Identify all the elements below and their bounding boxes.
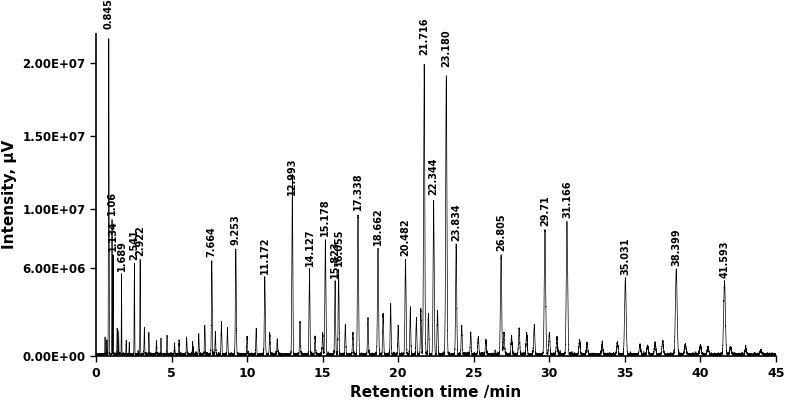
Text: 23.834: 23.834 [451,203,461,241]
Text: 1.689: 1.689 [117,240,126,271]
Text: 9.253: 9.253 [231,215,241,245]
Text: 2.922: 2.922 [135,225,145,256]
Text: 31.166: 31.166 [562,181,572,218]
Text: 11.172: 11.172 [260,236,270,274]
Text: 7.664: 7.664 [207,227,217,257]
Text: 17.338: 17.338 [353,173,363,210]
Text: 29.71: 29.71 [540,195,550,225]
Text: 26.805: 26.805 [496,214,506,251]
Y-axis label: Intensity, μV: Intensity, μV [2,140,17,249]
Text: 15.823: 15.823 [330,241,340,278]
Text: 16.055: 16.055 [334,229,344,266]
Text: 15.178: 15.178 [320,199,330,236]
X-axis label: Retention time /min: Retention time /min [350,385,522,400]
Text: 14.127: 14.127 [305,229,314,266]
Text: 38.399: 38.399 [671,229,682,266]
Text: 2.541: 2.541 [130,230,139,260]
Text: 23.180: 23.180 [442,29,451,67]
Text: 12.993: 12.993 [287,158,298,195]
Text: 1.134: 1.134 [108,220,118,251]
Text: 18.662: 18.662 [373,207,383,245]
Text: 0.845: 0.845 [104,0,114,29]
Text: 20.482: 20.482 [401,218,410,256]
Text: 35.031: 35.031 [620,238,630,275]
Text: 22.344: 22.344 [429,158,438,195]
Text: 21.716: 21.716 [419,17,429,55]
Text: 41.593: 41.593 [719,241,730,278]
Text: 1.06: 1.06 [107,191,117,215]
